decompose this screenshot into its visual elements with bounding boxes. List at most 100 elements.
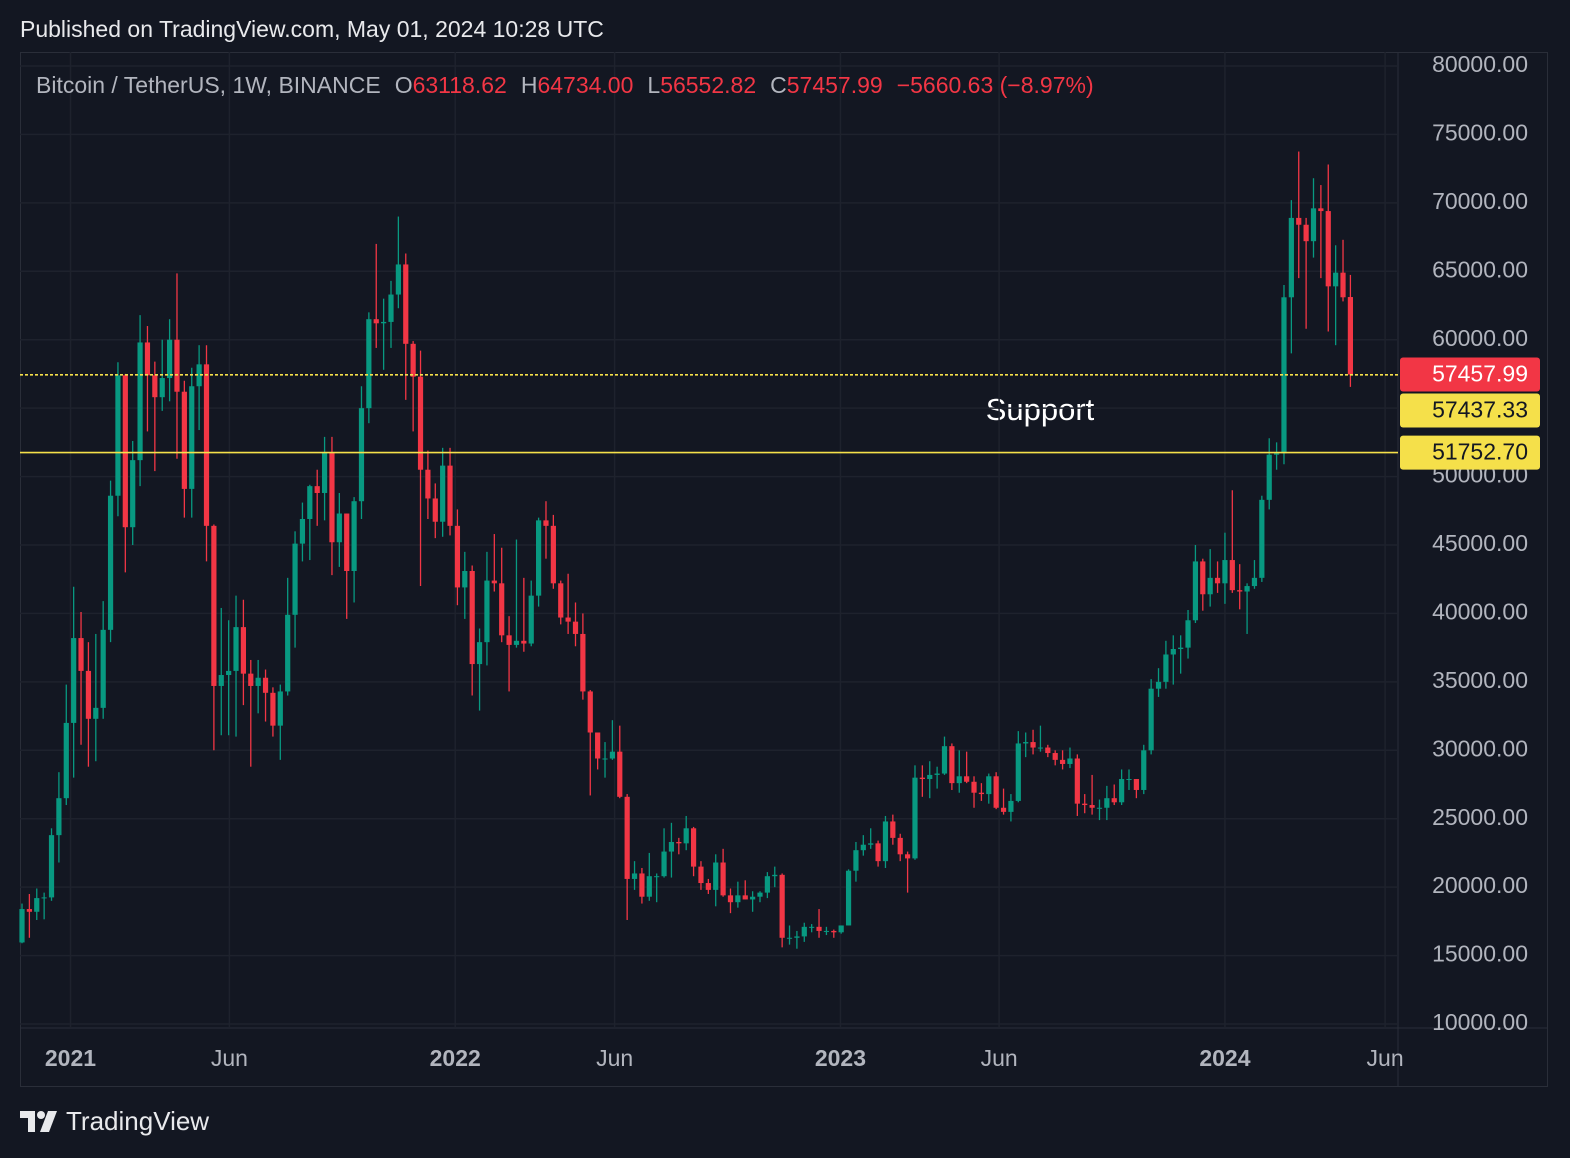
candle-body [329, 451, 335, 543]
candle-body [971, 781, 977, 793]
price-tag [1400, 357, 1540, 392]
candle-body [1178, 647, 1184, 650]
candle-body [476, 642, 483, 665]
candle-body [1082, 803, 1088, 806]
candle-body [1074, 758, 1080, 804]
y-tick-label: 75000.00 [1432, 120, 1528, 146]
y-tick-label: 80000.00 [1432, 51, 1528, 77]
candle-body [786, 937, 793, 939]
candle-body [668, 841, 675, 852]
candle-body [1340, 272, 1346, 298]
candle-body [285, 614, 291, 692]
candle-body [949, 746, 955, 784]
published-note: Published on TradingView.com, May 01, 20… [20, 16, 604, 42]
y-tick-label: 30000.00 [1432, 735, 1528, 761]
symbol: Bitcoin / TetherUS, 1W, BINANCE [36, 72, 381, 98]
candle-body [1310, 208, 1317, 242]
candle-body [1229, 560, 1235, 591]
candle-body [735, 895, 741, 903]
candle-body [1045, 747, 1051, 754]
candle-body [181, 391, 187, 489]
candle-body [1023, 742, 1029, 744]
candle-body [801, 926, 807, 937]
candle-body [845, 870, 852, 926]
candle-body [351, 501, 357, 572]
candle-body [1104, 798, 1110, 808]
candle-body [624, 796, 630, 879]
candle-body [454, 525, 461, 588]
candle-body [617, 751, 623, 797]
brand: TradingView [66, 1106, 210, 1136]
candle-body [779, 874, 785, 938]
y-tick-label: 70000.00 [1432, 188, 1528, 214]
candle-body [1200, 561, 1206, 595]
candle-body [1281, 297, 1287, 454]
candle-body [469, 571, 475, 665]
y-tick-label: 25000.00 [1432, 804, 1528, 830]
candle-body [1214, 577, 1221, 584]
candle-body [1119, 779, 1125, 803]
candle-body [595, 732, 601, 759]
candle-body [403, 264, 409, 344]
candle-body [71, 638, 77, 723]
candle-body [277, 691, 283, 726]
candle-body [565, 617, 571, 622]
legend-change: −5660.63 (−8.97%) [896, 72, 1094, 98]
candle-body [823, 930, 830, 932]
candle-body [1347, 297, 1353, 375]
candle-body [1111, 798, 1117, 803]
candle-body [93, 707, 99, 719]
x-tick-label: Jun [981, 1045, 1018, 1071]
candle-body [358, 408, 365, 502]
candle-body [905, 854, 911, 859]
candle-body [1303, 224, 1309, 242]
legend-value: 56552.82 [660, 72, 757, 98]
x-tick-label: Jun [596, 1045, 633, 1071]
candle-body [189, 386, 195, 489]
candle-body [299, 518, 306, 544]
candle-body [432, 498, 438, 522]
candle-body [270, 692, 276, 726]
candle-body [868, 843, 874, 845]
price-tag-label: 51752.70 [1432, 439, 1528, 465]
candle-body [26, 909, 32, 912]
candle-body [882, 821, 889, 862]
candle-body [536, 520, 542, 596]
candle-body [1170, 649, 1176, 655]
candle-body [727, 895, 734, 903]
candle-body [919, 777, 925, 780]
candle-body [757, 892, 763, 897]
candle-body [1237, 590, 1243, 592]
candle-body [609, 751, 615, 759]
candle-body [1296, 217, 1302, 225]
candle-body [107, 495, 114, 630]
candle-body [1126, 779, 1132, 781]
y-tick-label: 40000.00 [1432, 599, 1528, 625]
candle-body [307, 486, 313, 519]
grid [20, 52, 1398, 1028]
candle-body [683, 828, 689, 844]
candle-body [248, 673, 254, 686]
candle-body [1163, 654, 1169, 682]
candle-body [484, 580, 490, 643]
candle-body [115, 375, 121, 496]
candle-body [1096, 807, 1103, 809]
candle-body [78, 638, 84, 671]
candle-body [366, 319, 372, 409]
candle-body [1059, 759, 1066, 764]
candle-body [1155, 681, 1162, 689]
candle-body [211, 525, 217, 686]
candle-body [167, 339, 173, 379]
candle-body [1030, 742, 1036, 748]
candle-body [690, 828, 697, 867]
candle-body [964, 776, 970, 782]
candle-body [654, 876, 660, 878]
candle-body [956, 776, 962, 784]
candle-body [639, 873, 645, 897]
x-tick-label: 2023 [815, 1045, 866, 1071]
candle-body [262, 677, 269, 693]
candle-body [63, 722, 69, 799]
legend-value: 63118.62 [412, 72, 507, 98]
candle-body [875, 843, 881, 862]
y-tick-label: 60000.00 [1432, 325, 1528, 351]
